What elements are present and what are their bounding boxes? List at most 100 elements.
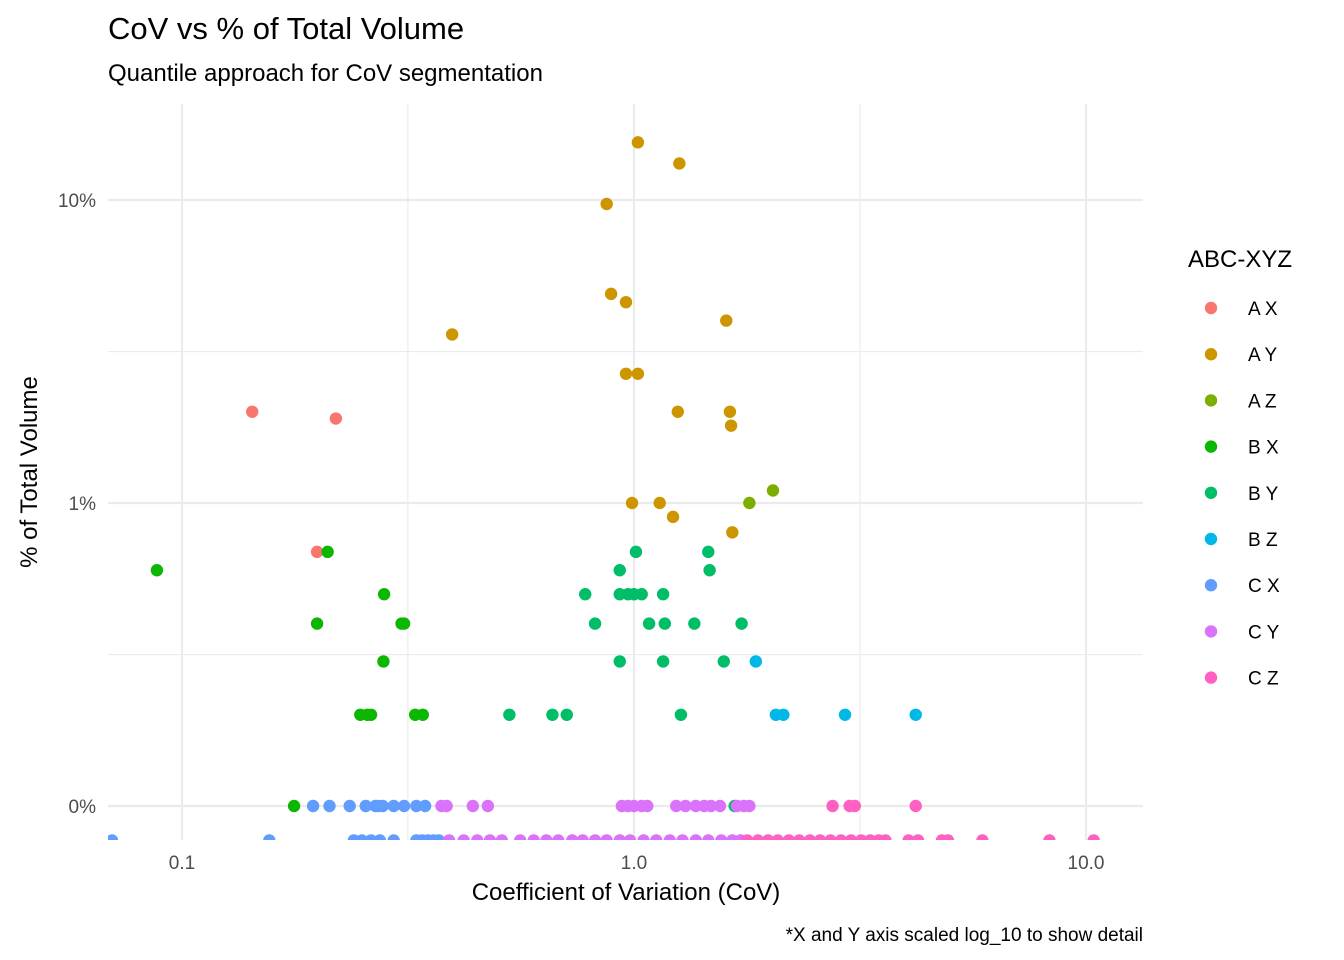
data-point-c-z bbox=[941, 834, 955, 840]
data-point-c-y bbox=[702, 834, 715, 840]
data-point-c-y bbox=[641, 799, 654, 813]
data-point-c-y bbox=[540, 834, 553, 840]
data-point-c-y bbox=[588, 834, 602, 840]
data-point-a-x bbox=[310, 545, 324, 559]
data-point-c-x bbox=[387, 799, 400, 813]
data-point-b-y bbox=[674, 708, 688, 721]
y-tick-label: 10% bbox=[58, 191, 96, 212]
x-tick-label: 10.0 bbox=[1068, 853, 1105, 874]
data-point-b-y bbox=[560, 708, 573, 721]
data-point-b-z bbox=[777, 708, 790, 721]
data-point-b-y bbox=[688, 617, 701, 630]
data-point-a-y bbox=[445, 328, 459, 341]
data-point-c-y bbox=[670, 799, 683, 813]
data-point-b-y bbox=[656, 588, 670, 601]
legend-label: B X bbox=[1248, 438, 1279, 459]
data-point-c-z bbox=[813, 834, 827, 840]
data-point-c-y bbox=[600, 834, 613, 840]
x-tick-label: 0.1 bbox=[169, 853, 195, 874]
data-point-b-y bbox=[629, 545, 643, 559]
legend-key-a-z bbox=[1204, 394, 1218, 407]
data-point-b-x bbox=[150, 564, 164, 577]
data-point-a-y bbox=[631, 367, 645, 380]
x-axis-ticks: 0.1 1.0 10.0 bbox=[169, 853, 1105, 874]
data-point-c-z bbox=[793, 834, 806, 840]
data-point-a-y bbox=[723, 405, 737, 418]
legend-key-b-y bbox=[1204, 486, 1218, 499]
data-point-c-y bbox=[689, 834, 702, 840]
chart-subtitle: Quantile approach for CoV segmentation bbox=[108, 60, 543, 87]
data-point-c-x bbox=[418, 799, 432, 813]
data-point-c-z bbox=[834, 834, 848, 840]
data-point-c-x bbox=[355, 834, 369, 840]
data-point-c-z bbox=[879, 834, 892, 840]
legend-label: A X bbox=[1248, 299, 1278, 320]
data-point-c-z bbox=[751, 834, 765, 840]
data-point-c-y bbox=[552, 834, 565, 840]
y-axis-title: % of Total Volume bbox=[16, 376, 43, 568]
data-point-c-y bbox=[743, 799, 756, 813]
data-point-c-y bbox=[527, 834, 540, 840]
data-point-a-y bbox=[619, 295, 633, 309]
legend-label: C Y bbox=[1248, 622, 1280, 643]
y-tick-label: 1% bbox=[69, 494, 97, 515]
data-point-c-y bbox=[613, 834, 626, 840]
legend: ABC-XYZ A X A Y A Z B X B Y B Z C X C Y C Z bbox=[1188, 246, 1292, 690]
data-point-b-y bbox=[656, 655, 670, 668]
legend-label: A Y bbox=[1248, 345, 1278, 366]
data-point-c-z bbox=[909, 799, 922, 813]
data-point-c-y bbox=[663, 834, 676, 840]
legend-title: ABC-XYZ bbox=[1188, 246, 1292, 273]
legend-key-c-z bbox=[1204, 671, 1218, 684]
data-point-a-y bbox=[625, 496, 639, 510]
data-point-c-y bbox=[676, 834, 689, 840]
data-point-c-x bbox=[387, 834, 400, 840]
data-point-b-x bbox=[377, 588, 391, 601]
data-point-c-y bbox=[513, 834, 527, 840]
data-point-a-y bbox=[600, 197, 613, 211]
data-point-c-x bbox=[359, 799, 372, 813]
data-point-c-y bbox=[471, 834, 484, 840]
x-tick-label: 1.0 bbox=[621, 853, 647, 874]
data-point-c-x bbox=[397, 799, 411, 813]
data-point-a-y bbox=[619, 367, 633, 380]
data-point-c-y bbox=[576, 834, 589, 840]
data-point-c-z bbox=[848, 799, 862, 813]
data-point-b-y bbox=[635, 588, 648, 601]
data-point-c-y bbox=[457, 834, 470, 840]
data-point-a-z bbox=[766, 484, 780, 497]
data-point-c-z bbox=[761, 834, 775, 840]
data-point-c-z bbox=[844, 834, 858, 840]
data-point-c-y bbox=[466, 799, 480, 813]
data-point-c-y bbox=[623, 834, 637, 840]
data-point-c-z bbox=[1087, 834, 1100, 840]
data-point-c-z bbox=[826, 799, 839, 813]
data-point-c-x bbox=[108, 834, 119, 840]
data-point-b-y bbox=[735, 617, 748, 630]
data-point-a-y bbox=[726, 526, 739, 539]
data-point-a-y bbox=[673, 157, 686, 170]
data-point-b-y bbox=[503, 708, 516, 721]
data-point-b-y bbox=[702, 545, 715, 559]
data-point-a-y bbox=[666, 510, 680, 524]
legend-key-a-x bbox=[1204, 301, 1218, 315]
data-point-c-x bbox=[410, 799, 423, 813]
data-point-b-z bbox=[909, 708, 922, 721]
legend-label: C Z bbox=[1248, 669, 1279, 690]
data-point-c-y bbox=[679, 799, 692, 813]
data-point-c-x bbox=[376, 799, 389, 813]
major-gridlines bbox=[108, 104, 1143, 840]
data-point-b-x bbox=[395, 617, 408, 630]
data-point-c-z bbox=[771, 834, 784, 840]
data-point-c-z bbox=[911, 834, 925, 840]
data-point-b-x bbox=[416, 708, 430, 721]
legend-label: A Z bbox=[1248, 391, 1277, 412]
data-point-a-y bbox=[653, 496, 666, 510]
data-point-c-y bbox=[566, 834, 579, 840]
y-axis-ticks: 0% 1% 10% bbox=[58, 191, 96, 818]
legend-key-b-x bbox=[1204, 440, 1218, 453]
data-point-c-z bbox=[854, 834, 868, 840]
data-point-b-y bbox=[717, 655, 730, 668]
data-point-c-x bbox=[343, 799, 356, 813]
